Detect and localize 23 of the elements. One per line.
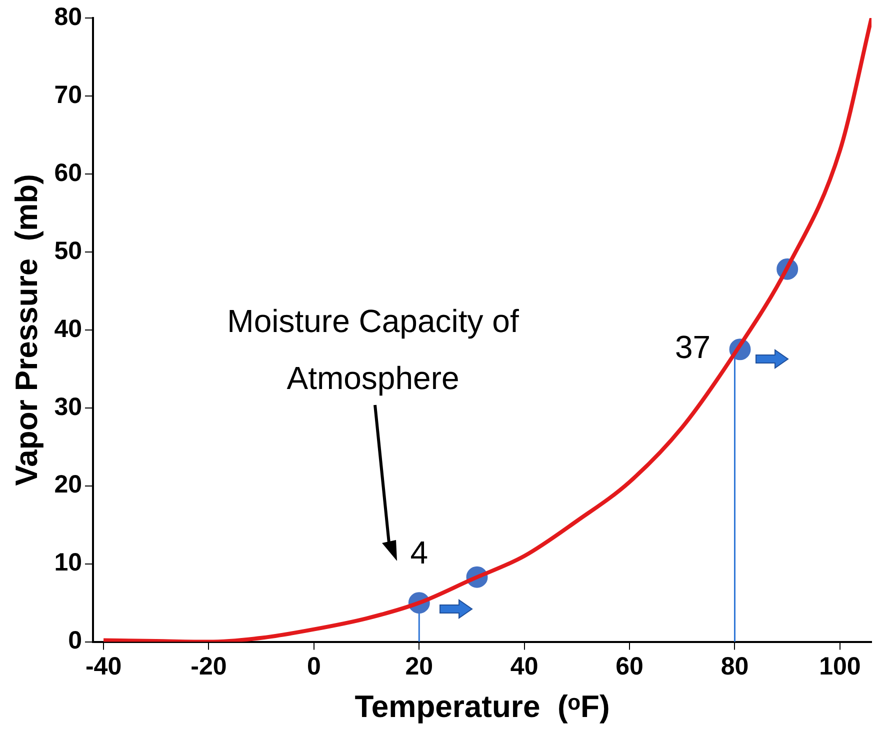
y-tick-label: 40 (54, 314, 82, 343)
x-tick-label: 20 (405, 652, 434, 681)
y-tick-label: 20 (54, 470, 82, 499)
annotation: Moisture Capacity of Atmosphere (227, 302, 519, 396)
y-tick-label: 80 (54, 2, 82, 31)
annotation: 37 (674, 329, 711, 366)
y-tick-label: 0 (68, 626, 82, 655)
y-tick-label: 30 (54, 392, 82, 421)
x-tick-label: 60 (616, 652, 644, 681)
x-tick-label: 100 (819, 652, 861, 681)
y-tick-label: 70 (54, 80, 82, 109)
x-tick-label: 40 (510, 652, 538, 681)
x-tick-label: -20 (190, 652, 227, 681)
y-tick-label: 10 (54, 548, 82, 577)
y-axis-title: Vapor Pressure (mb) (9, 174, 44, 486)
x-tick-label: -40 (85, 652, 122, 681)
line-series (102, 18, 872, 642)
x-tick-label: 0 (306, 652, 321, 681)
y-tick-label: 50 (54, 236, 82, 265)
x-axis-title: Temperature (ᵒF) (354, 688, 610, 724)
x-tick-label: 80 (720, 652, 749, 681)
annotation: 4 (410, 534, 428, 571)
y-tick-label: 60 (54, 158, 82, 187)
